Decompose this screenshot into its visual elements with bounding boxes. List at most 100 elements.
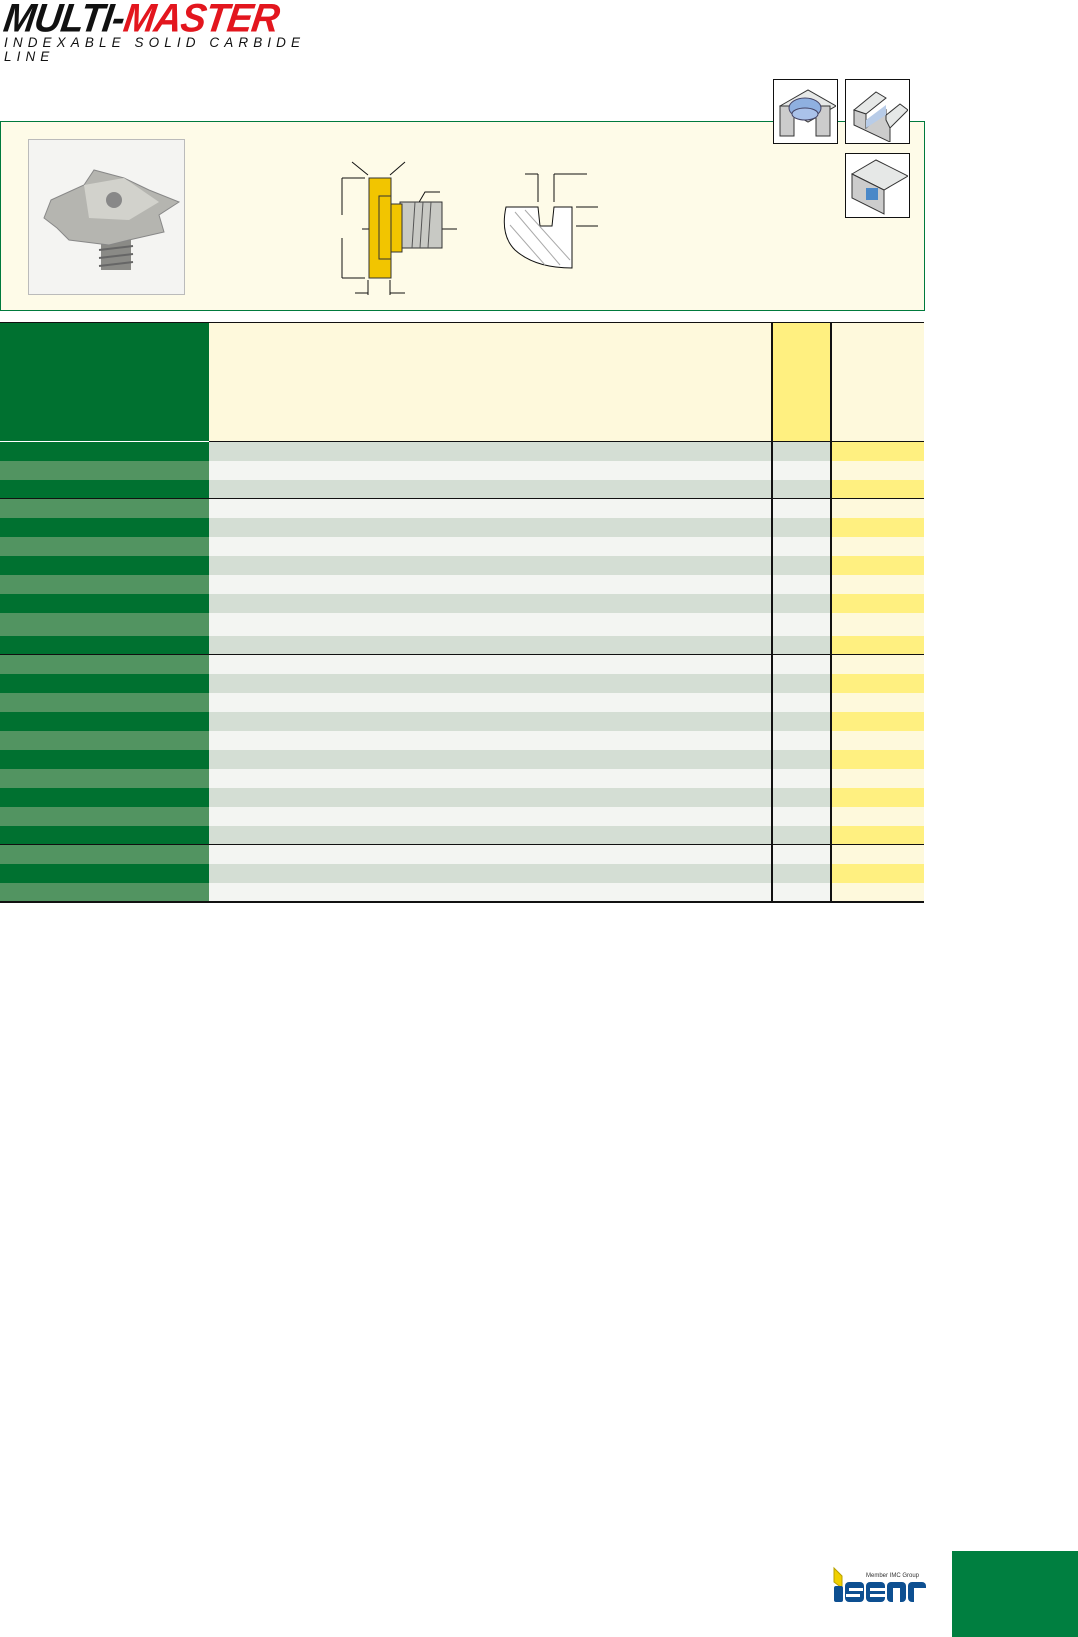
dimensions-cell bbox=[209, 731, 771, 750]
designation-cell bbox=[0, 442, 209, 461]
dimensions-cell bbox=[209, 750, 771, 769]
designation-cell bbox=[0, 845, 209, 864]
grade-cell bbox=[830, 556, 924, 575]
data-cell bbox=[771, 693, 830, 712]
thread-milling-icon bbox=[773, 79, 838, 144]
designation-cell bbox=[0, 807, 209, 826]
table-row bbox=[0, 518, 924, 537]
dimensions-cell bbox=[209, 575, 771, 594]
dimensions-cell bbox=[209, 613, 771, 636]
table-row bbox=[0, 845, 924, 864]
dimensions-cell bbox=[209, 864, 771, 883]
header-cell bbox=[209, 323, 771, 441]
grade-cell bbox=[830, 693, 924, 712]
data-cell bbox=[771, 613, 830, 636]
table-row bbox=[0, 556, 924, 575]
dimensions-cell bbox=[209, 556, 771, 575]
designation-cell bbox=[0, 883, 209, 902]
product-photo bbox=[28, 139, 185, 295]
table-row bbox=[0, 655, 924, 674]
grade-cell bbox=[830, 594, 924, 613]
data-cell bbox=[771, 788, 830, 807]
page-tab bbox=[952, 1551, 1078, 1637]
data-cell bbox=[771, 750, 830, 769]
designation-cell bbox=[0, 655, 209, 674]
table-row bbox=[0, 594, 924, 613]
designation-cell bbox=[0, 613, 209, 636]
grade-cell bbox=[830, 864, 924, 883]
designation-cell bbox=[0, 518, 209, 537]
designation-cell bbox=[0, 864, 209, 883]
table-row bbox=[0, 731, 924, 750]
grade-cell bbox=[830, 613, 924, 636]
data-cell bbox=[771, 674, 830, 693]
dimensions-cell bbox=[209, 788, 771, 807]
data-cell bbox=[771, 807, 830, 826]
grade-cell bbox=[830, 655, 924, 674]
grade-cell bbox=[830, 537, 924, 556]
logo-text-multi: MULTI- bbox=[0, 0, 128, 42]
grade-cell bbox=[830, 845, 924, 864]
data-cell bbox=[771, 883, 830, 902]
slot-milling-icon bbox=[845, 79, 910, 144]
designation-cell bbox=[0, 788, 209, 807]
dimensions-cell bbox=[209, 712, 771, 731]
table-row bbox=[0, 442, 924, 461]
dimensions-cell bbox=[209, 518, 771, 537]
data-cell bbox=[771, 518, 830, 537]
designation-cell bbox=[0, 575, 209, 594]
table-row bbox=[0, 788, 924, 807]
table-row bbox=[0, 480, 924, 499]
designation-cell bbox=[0, 556, 209, 575]
grade-cell bbox=[830, 518, 924, 537]
data-cell bbox=[771, 480, 830, 499]
dimensions-cell bbox=[209, 480, 771, 499]
multi-master-logo: MULTI-MASTER INDEXABLE SOLID CARBIDE LIN… bbox=[0, 0, 324, 64]
dimensions-cell bbox=[209, 693, 771, 712]
groove-milling-icon bbox=[845, 153, 910, 218]
data-cell bbox=[771, 537, 830, 556]
grade-cell bbox=[830, 575, 924, 594]
grade-cell bbox=[830, 636, 924, 655]
data-cell bbox=[771, 712, 830, 731]
designation-cell bbox=[0, 636, 209, 655]
group-divider bbox=[0, 901, 924, 903]
data-cell bbox=[771, 442, 830, 461]
table-row bbox=[0, 575, 924, 594]
data-cell bbox=[771, 594, 830, 613]
header-cell bbox=[0, 323, 209, 441]
grade-cell bbox=[830, 480, 924, 499]
grade-cell bbox=[830, 788, 924, 807]
grade-cell bbox=[830, 442, 924, 461]
grade-cell bbox=[830, 499, 924, 518]
designation-cell bbox=[0, 461, 209, 480]
table-row bbox=[0, 613, 924, 636]
dimensions-cell bbox=[209, 442, 771, 461]
table-header bbox=[0, 323, 924, 441]
logo-text-master: MASTER bbox=[120, 0, 282, 42]
grade-cell bbox=[830, 883, 924, 902]
logo-tagline: INDEXABLE SOLID CARBIDE LINE bbox=[4, 35, 306, 64]
designation-cell bbox=[0, 480, 209, 499]
table-row bbox=[0, 769, 924, 788]
designation-cell bbox=[0, 769, 209, 788]
grade-cell bbox=[830, 750, 924, 769]
grade-cell bbox=[830, 826, 924, 845]
dimensions-cell bbox=[209, 883, 771, 902]
header-cell bbox=[830, 323, 924, 441]
designation-cell bbox=[0, 499, 209, 518]
dimensions-cell bbox=[209, 499, 771, 518]
grade-cell bbox=[830, 712, 924, 731]
svg-text:Member IMC Group: Member IMC Group bbox=[866, 1573, 920, 1579]
designation-cell bbox=[0, 674, 209, 693]
data-cell bbox=[771, 845, 830, 864]
grade-cell bbox=[830, 731, 924, 750]
iscar-logo: Member IMC Group bbox=[832, 1566, 932, 1606]
data-cell bbox=[771, 499, 830, 518]
data-cell bbox=[771, 864, 830, 883]
dimensions-cell bbox=[209, 594, 771, 613]
designation-cell bbox=[0, 594, 209, 613]
data-cell bbox=[771, 731, 830, 750]
designation-cell bbox=[0, 693, 209, 712]
grade-cell bbox=[830, 769, 924, 788]
